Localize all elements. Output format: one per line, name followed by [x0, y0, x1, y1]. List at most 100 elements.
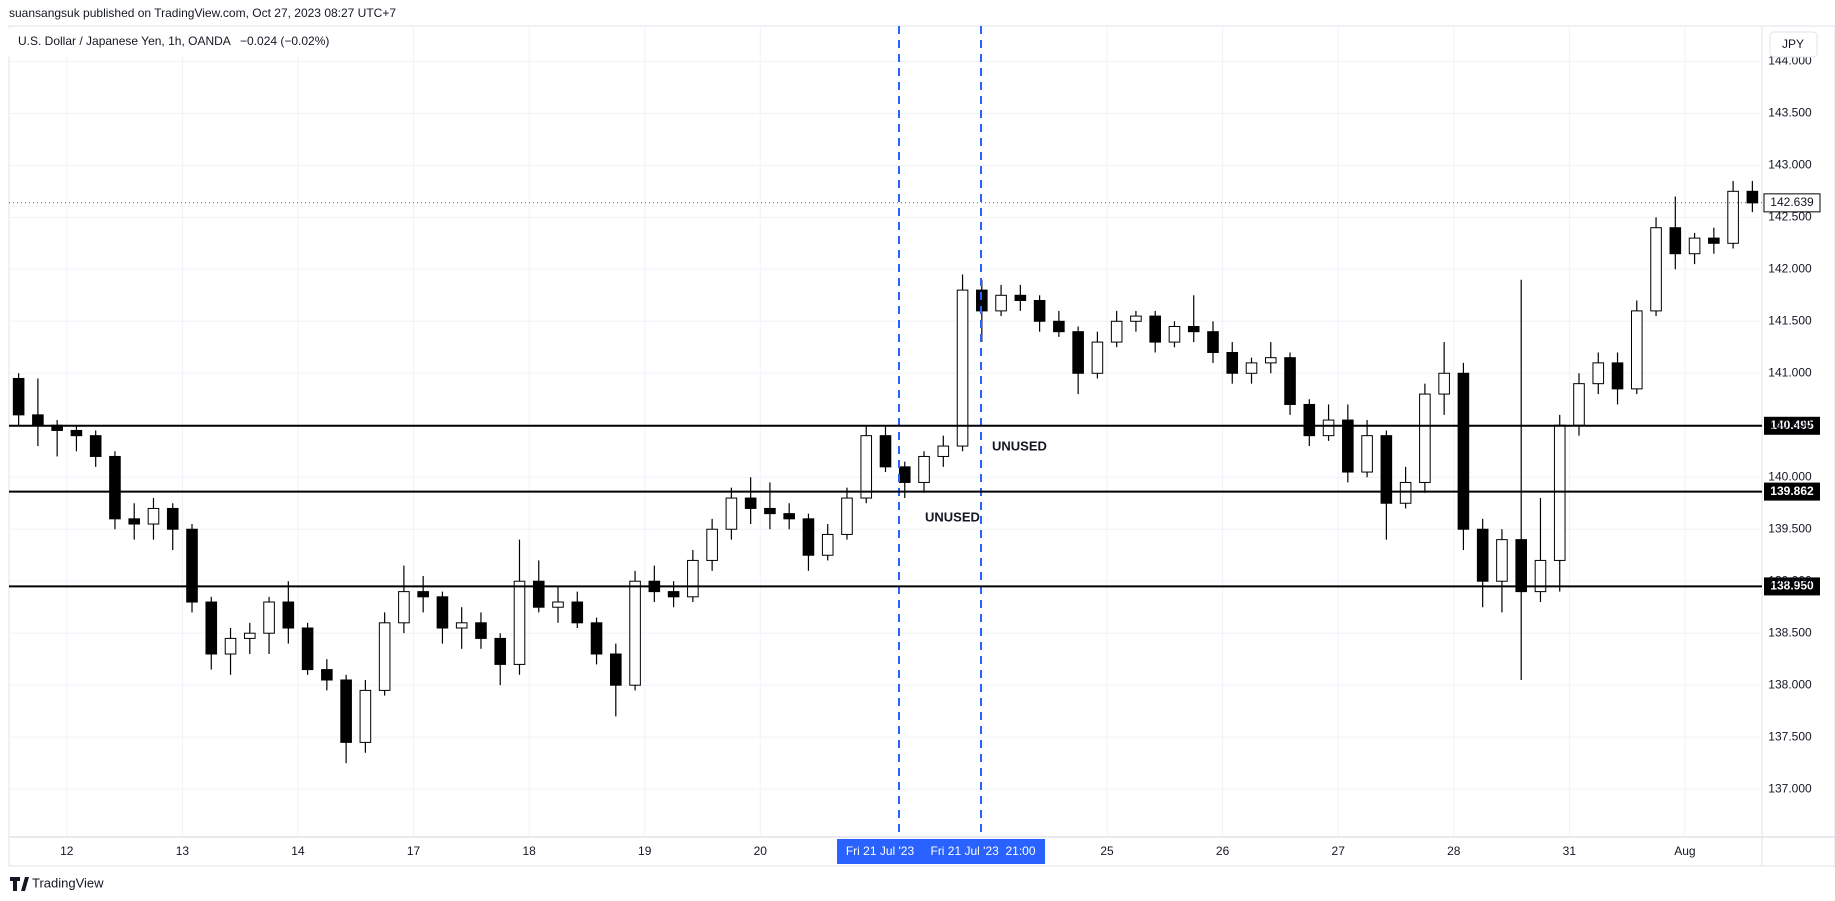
footer-logo: TradingView — [10, 875, 104, 891]
x-tick-label: 13 — [176, 844, 190, 858]
candle-body — [1727, 190, 1739, 244]
x-tick-label: 14 — [291, 844, 305, 858]
candle-body — [455, 622, 468, 629]
candle-body — [879, 435, 892, 468]
candle-body — [205, 601, 218, 655]
x-tick-label: 19 — [638, 844, 652, 858]
candle-body — [12, 377, 25, 416]
y-tick-label: 140.500 — [1768, 417, 1812, 431]
x-tick-label: 26 — [1216, 844, 1230, 858]
level-label-box — [1764, 482, 1820, 501]
candle-body — [1342, 419, 1354, 473]
candle-body — [398, 591, 410, 624]
y-tick-label: 137.500 — [1768, 729, 1812, 743]
candle-body — [1014, 294, 1027, 301]
candle-body — [1033, 299, 1046, 322]
frame — [8, 25, 1835, 867]
y-tick-label: 140.000 — [1768, 469, 1812, 483]
y-tick-label: 143.500 — [1768, 106, 1812, 120]
candle-body — [1419, 393, 1431, 483]
level-label: 138.950 — [1770, 579, 1814, 593]
y-tick-label: 142.500 — [1768, 209, 1812, 223]
candle-body — [1091, 341, 1104, 374]
currency-button[interactable] — [1769, 31, 1818, 58]
candle-body — [1303, 403, 1316, 437]
candle-body — [494, 637, 507, 665]
candle-body — [186, 528, 198, 603]
candle-body — [166, 507, 179, 530]
candle-body — [1476, 528, 1489, 582]
candle-body — [552, 601, 564, 608]
candle-body — [841, 497, 853, 535]
candle-body — [1053, 320, 1065, 333]
x-tick-label: 25 — [1100, 844, 1114, 858]
candle-body — [1611, 362, 1624, 390]
level-label: 139.862 — [1770, 484, 1814, 498]
candle-body — [687, 559, 699, 598]
candle-body — [513, 580, 526, 665]
candle-body — [1515, 539, 1528, 593]
candle-body — [1746, 190, 1759, 204]
candle-body — [1630, 310, 1643, 390]
x-tick-label: 28 — [1447, 844, 1461, 858]
candle-body — [937, 445, 950, 457]
candle-body — [898, 466, 911, 483]
candle-body — [764, 507, 776, 515]
candle-body — [32, 414, 44, 426]
candle-body — [1457, 372, 1470, 530]
byline: suansangsuk published on TradingView.com… — [9, 6, 396, 20]
candle-body — [359, 689, 372, 743]
candle-body — [1361, 435, 1373, 473]
candle-body — [417, 591, 429, 598]
candle-body — [590, 622, 603, 655]
candle-body — [1438, 372, 1450, 395]
y-tick-label: 141.500 — [1768, 313, 1812, 327]
candle-body — [706, 528, 718, 561]
annotation: UNUSED — [992, 438, 1047, 453]
candle-body — [995, 294, 1007, 312]
y-tick-label: 139.000 — [1768, 573, 1812, 587]
candle-body — [1322, 419, 1335, 437]
annotation: UNUSED — [925, 509, 980, 524]
candle-body — [147, 507, 160, 525]
candle-body — [956, 289, 969, 447]
legend-change: −0.024 (−0.02%) — [240, 34, 329, 48]
candle-body — [1284, 357, 1296, 405]
candle-body — [128, 518, 141, 525]
y-tick-label: 138.500 — [1768, 625, 1812, 639]
candle-body — [1573, 383, 1585, 426]
crosshair-label: Fri 21 Jul '23 — [846, 844, 915, 858]
legend-title: U.S. Dollar / Japanese Yen, 1h, OANDA — [18, 34, 231, 48]
x-tick-label: 18 — [522, 844, 536, 858]
candle-body — [1496, 539, 1508, 582]
y-tick-label: 138.000 — [1768, 677, 1812, 691]
candle-body — [1553, 424, 1566, 561]
candle-body — [109, 455, 121, 520]
candle-body — [744, 497, 757, 509]
candle-body — [1226, 351, 1239, 374]
footer: TradingView — [32, 875, 104, 890]
x-tick-label: 17 — [407, 844, 421, 858]
candle-body — [301, 627, 314, 671]
last-price: 142.639 — [1770, 195, 1814, 209]
candle-body — [571, 601, 584, 624]
candle-body — [1207, 331, 1219, 353]
candle-body — [475, 622, 487, 639]
x-tick-label: 12 — [60, 844, 74, 858]
candle-body — [1534, 559, 1547, 593]
candle-body — [1110, 320, 1123, 343]
candle-body — [667, 591, 680, 598]
candle-body — [1592, 362, 1605, 385]
last-price-box — [1763, 193, 1821, 213]
candle-body — [1669, 227, 1682, 255]
candle-body — [1168, 325, 1181, 343]
level-label: 140.495 — [1770, 418, 1814, 432]
candle-body — [1149, 315, 1161, 343]
candle-body — [1399, 481, 1412, 504]
candle-body — [282, 601, 295, 629]
candle-body — [821, 533, 834, 556]
x-tick-label: Aug — [1674, 844, 1695, 858]
logo-icon — [10, 877, 29, 891]
